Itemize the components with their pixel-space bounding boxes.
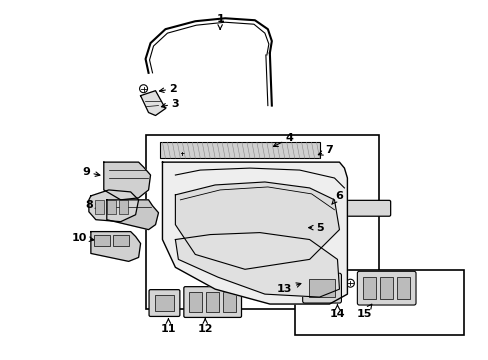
Polygon shape — [89, 190, 138, 222]
Text: 10: 10 — [71, 233, 94, 243]
Text: 3: 3 — [161, 99, 179, 109]
Bar — [206, 292, 219, 312]
Bar — [363, 277, 375, 299]
Text: 2: 2 — [159, 84, 177, 94]
Text: 11: 11 — [161, 319, 176, 334]
Bar — [294, 270, 463, 335]
Polygon shape — [141, 91, 165, 116]
FancyBboxPatch shape — [183, 287, 241, 318]
Bar — [154, 295, 174, 311]
Bar — [145, 135, 379, 309]
Bar — [119, 200, 127, 214]
Text: 15: 15 — [356, 304, 371, 319]
Polygon shape — [162, 162, 346, 304]
Text: 7: 7 — [318, 145, 333, 155]
Polygon shape — [106, 200, 158, 230]
Text: 12: 12 — [197, 319, 213, 334]
Bar — [94, 235, 109, 247]
Bar — [380, 277, 392, 299]
Bar — [106, 200, 116, 214]
Text: 14: 14 — [329, 305, 345, 319]
FancyBboxPatch shape — [357, 271, 415, 305]
Text: 9: 9 — [82, 167, 100, 177]
FancyBboxPatch shape — [149, 290, 180, 316]
Bar — [160, 142, 319, 158]
Text: 1: 1 — [216, 14, 224, 29]
Polygon shape — [103, 162, 150, 200]
FancyBboxPatch shape — [302, 273, 341, 303]
FancyBboxPatch shape — [345, 201, 390, 216]
Bar — [95, 200, 103, 214]
Bar — [396, 277, 409, 299]
Bar — [308, 279, 335, 297]
Polygon shape — [175, 233, 339, 297]
Text: 5: 5 — [308, 222, 323, 233]
Text: 4: 4 — [273, 133, 293, 147]
Bar — [223, 292, 236, 312]
Text: 6: 6 — [331, 191, 343, 204]
Text: 13: 13 — [277, 283, 300, 294]
Bar — [113, 235, 128, 247]
Text: 8: 8 — [85, 200, 100, 210]
Bar — [189, 292, 202, 312]
Polygon shape — [175, 182, 339, 269]
Polygon shape — [91, 231, 141, 261]
